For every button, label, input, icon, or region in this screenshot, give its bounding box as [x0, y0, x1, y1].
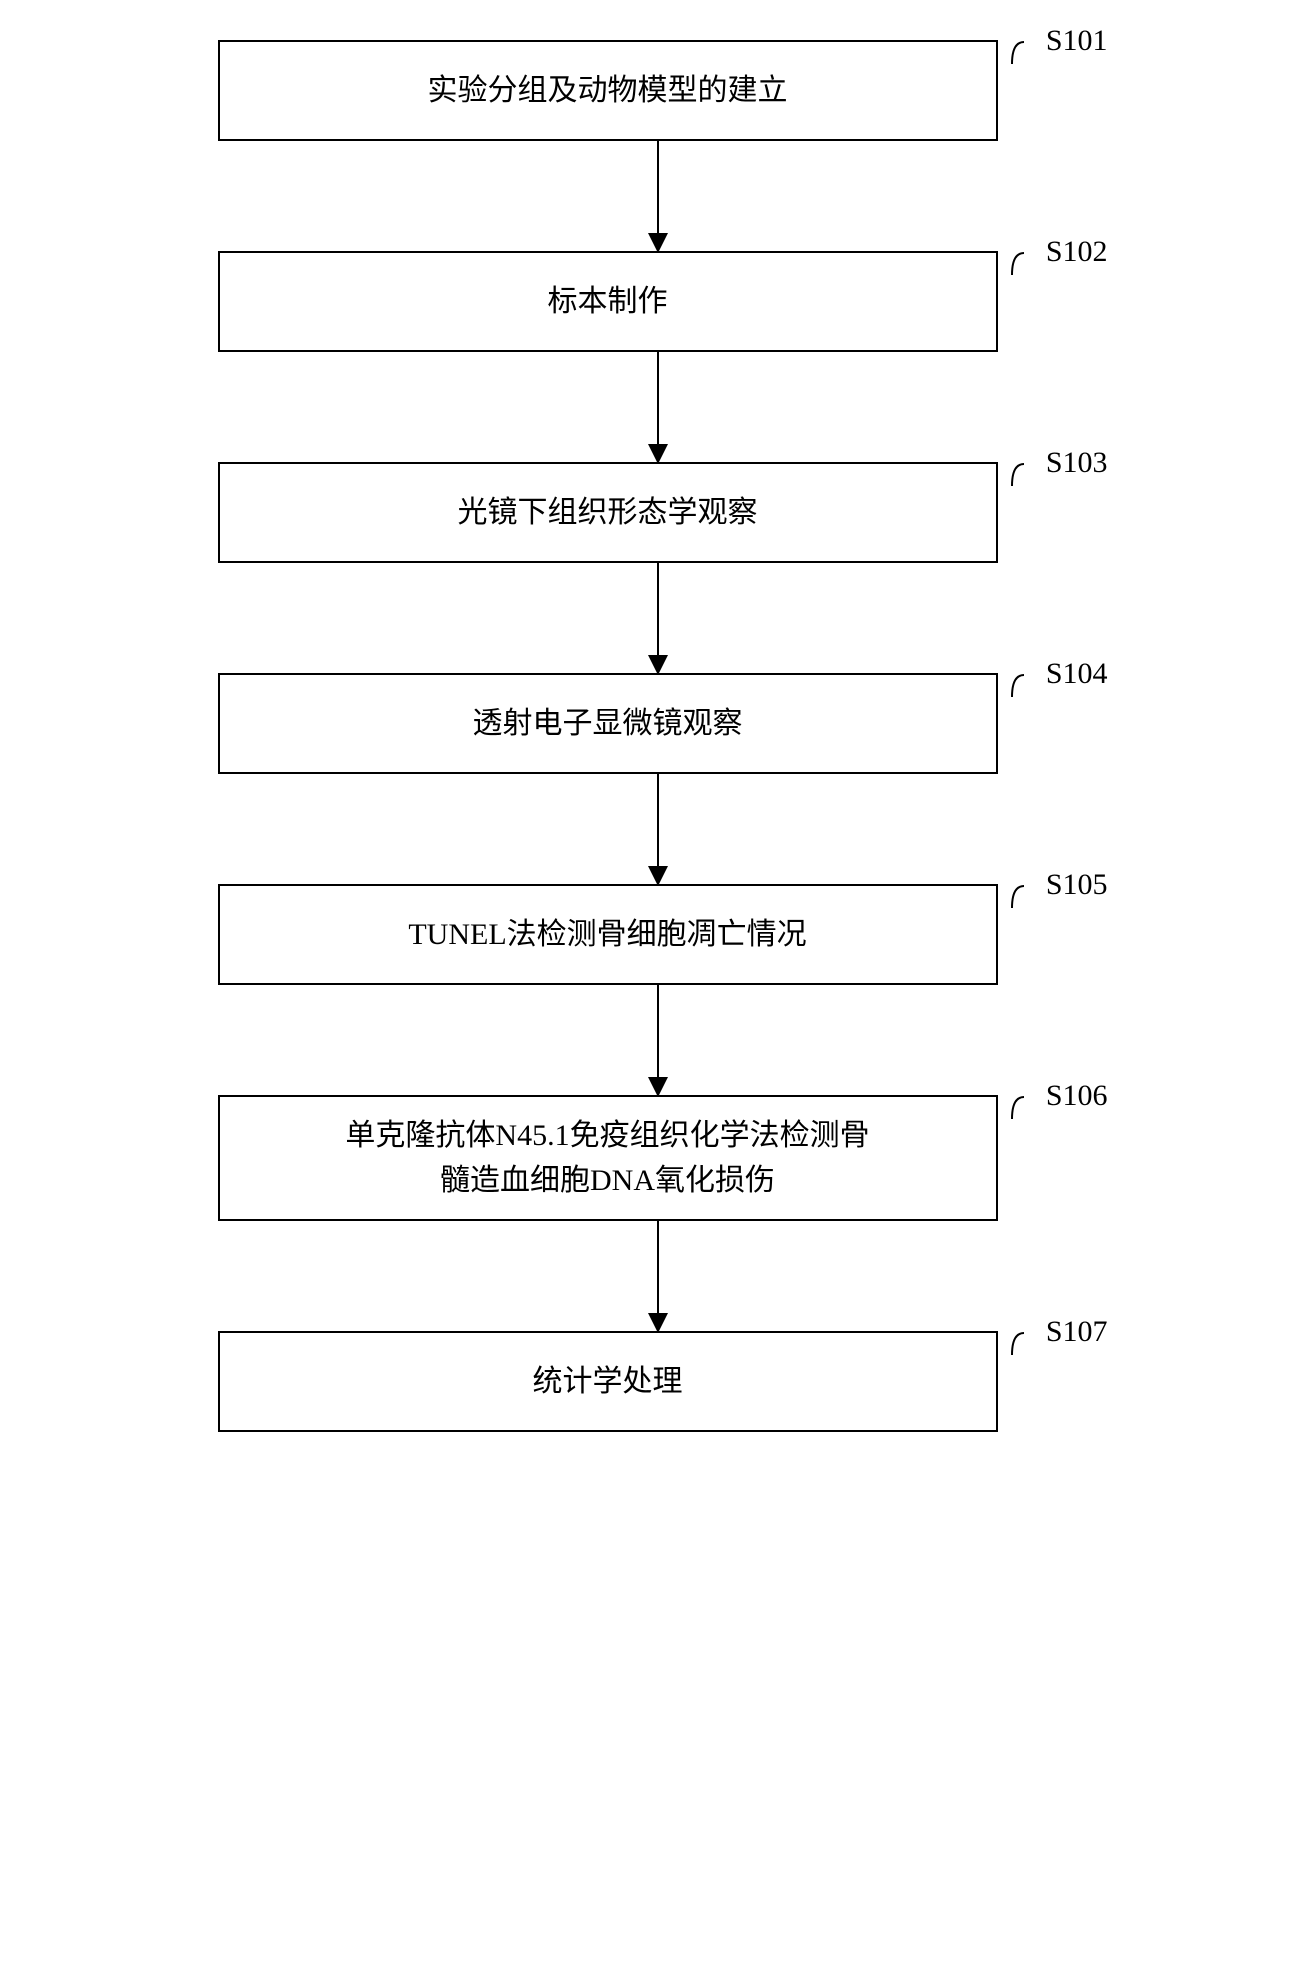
step-row-1: 实验分组及动物模型的建立 S101: [198, 40, 1098, 141]
connector-curve-icon: [1012, 1095, 1024, 1119]
step-box-4: 透射电子显微镜观察: [218, 673, 998, 774]
step-text: 光镜下组织形态学观察: [458, 496, 758, 529]
step-text-line2: 髓造血细胞DNA氧化损伤: [440, 1164, 775, 1197]
connector-curve-icon: [1012, 40, 1024, 64]
step-row-5: TUNEL法检测骨细胞凋亡情况 S105: [198, 884, 1098, 985]
arrow-container: [258, 352, 1058, 462]
arrow-down-icon: [657, 985, 659, 1095]
arrow-container: [258, 141, 1058, 251]
arrow-down-icon: [657, 774, 659, 884]
connector-curve-icon: [1012, 884, 1024, 908]
step-label: S103: [1046, 446, 1108, 480]
step-text: 标本制作: [548, 285, 668, 318]
step-label: S104: [1046, 657, 1108, 691]
step-box-5: TUNEL法检测骨细胞凋亡情况: [218, 884, 998, 985]
step-row-4: 透射电子显微镜观察 S104: [198, 673, 1098, 774]
step-text: 实验分组及动物模型的建立: [428, 74, 788, 107]
step-row-3: 光镜下组织形态学观察 S103: [198, 462, 1098, 563]
arrow-container: [258, 1221, 1058, 1331]
arrow-down-icon: [657, 352, 659, 462]
connector-curve-icon: [1012, 251, 1024, 275]
step-row-2: 标本制作 S102: [198, 251, 1098, 352]
step-text: TUNEL法检测骨细胞凋亡情况: [408, 918, 806, 951]
arrow-down-icon: [657, 141, 659, 251]
connector-curve-icon: [1012, 1331, 1024, 1355]
step-text-line1: 单克隆抗体N45.1免疫组织化学法检测骨: [345, 1119, 869, 1152]
step-box-2: 标本制作: [218, 251, 998, 352]
flowchart-container: 实验分组及动物模型的建立 S101 标本制作 S102 光镜下组织形态学观察 S…: [198, 40, 1098, 1432]
step-box-1: 实验分组及动物模型的建立: [218, 40, 998, 141]
step-box-3: 光镜下组织形态学观察: [218, 462, 998, 563]
step-label: S102: [1046, 235, 1108, 269]
step-text: 统计学处理: [533, 1365, 683, 1398]
step-row-7: 统计学处理 S107: [198, 1331, 1098, 1432]
arrow-container: [258, 563, 1058, 673]
step-label: S105: [1046, 868, 1108, 902]
connector-curve-icon: [1012, 673, 1024, 697]
arrow-down-icon: [657, 1221, 659, 1331]
step-row-6: 单克隆抗体N45.1免疫组织化学法检测骨 髓造血细胞DNA氧化损伤 S106: [198, 1095, 1098, 1221]
arrow-container: [258, 985, 1058, 1095]
step-label: S101: [1046, 24, 1108, 58]
connector-curve-icon: [1012, 462, 1024, 486]
step-text: 透射电子显微镜观察: [473, 707, 743, 740]
arrow-container: [258, 774, 1058, 884]
step-box-6: 单克隆抗体N45.1免疫组织化学法检测骨 髓造血细胞DNA氧化损伤: [218, 1095, 998, 1221]
step-label: S107: [1046, 1315, 1108, 1349]
arrow-down-icon: [657, 563, 659, 673]
step-label: S106: [1046, 1079, 1108, 1113]
step-box-7: 统计学处理: [218, 1331, 998, 1432]
